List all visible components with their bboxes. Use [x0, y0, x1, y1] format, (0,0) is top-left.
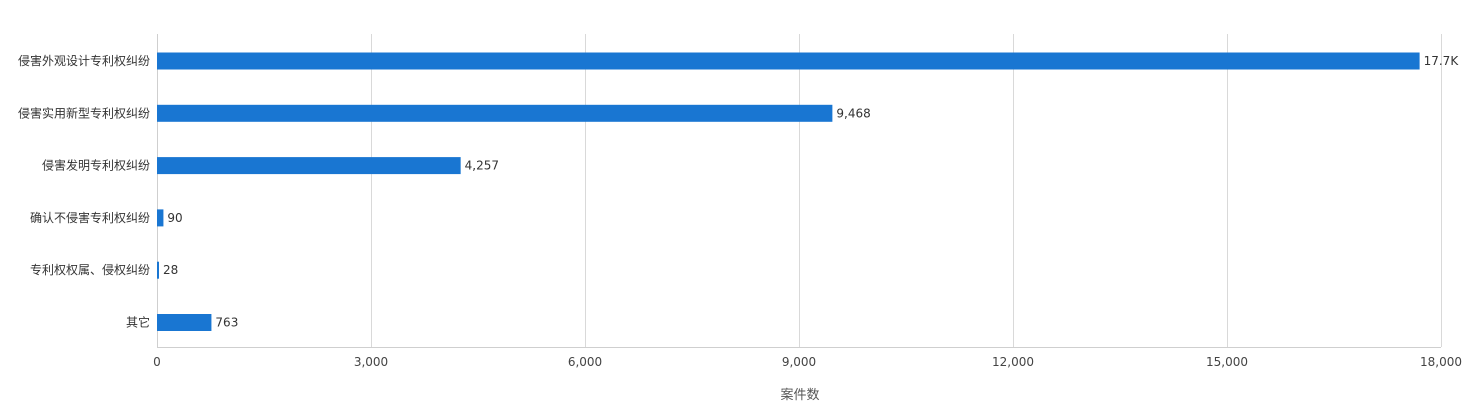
bar[interactable] [157, 52, 1420, 70]
bar[interactable] [157, 314, 212, 331]
x-tick-label: 15,000 [1206, 355, 1248, 369]
bar-value-label: 763 [215, 316, 238, 330]
category-label: 专利权权属、侵权纠纷 [30, 262, 150, 277]
value-labels: 17.7K 9,468 4,257 90 28 763 [163, 54, 1459, 330]
bar-value-label: 28 [163, 263, 178, 277]
category-label: 确认不侵害专利权纠纷 [30, 210, 150, 225]
bar[interactable] [157, 157, 461, 175]
category-label: 侵害外观设计专利权纠纷 [18, 53, 150, 68]
x-tick-label: 9,000 [782, 355, 816, 369]
bar-value-label: 9,468 [836, 106, 870, 120]
x-tick-label: 0 [153, 355, 161, 369]
category-labels: 侵害外观设计专利权纠纷侵害实用新型专利权纠纷侵害发明专利权纠纷确认不侵害专利权纠… [18, 53, 150, 330]
gridlines [157, 34, 1442, 348]
x-tick-label: 18,000 [1420, 355, 1462, 369]
x-tick-label: 6,000 [568, 355, 602, 369]
x-tick-label: 12,000 [992, 355, 1034, 369]
bar-value-label: 90 [167, 211, 182, 225]
bars [157, 52, 1420, 331]
bar-value-label: 17.7K [1424, 54, 1460, 68]
x-axis-title: 案件数 [780, 388, 819, 403]
bar[interactable] [157, 261, 159, 279]
x-tick-label: 3,000 [354, 355, 388, 369]
category-label: 侵害发明专利权纠纷 [42, 158, 150, 173]
category-label: 其它 [126, 315, 150, 330]
x-axis-ticks: 0 3,000 6,000 9,000 12,000 15,000 18,000 [153, 355, 1462, 369]
bar[interactable] [157, 104, 833, 122]
bar-value-label: 4,257 [465, 159, 499, 173]
category-label: 侵害实用新型专利权纠纷 [18, 105, 150, 120]
bar[interactable] [157, 209, 164, 227]
